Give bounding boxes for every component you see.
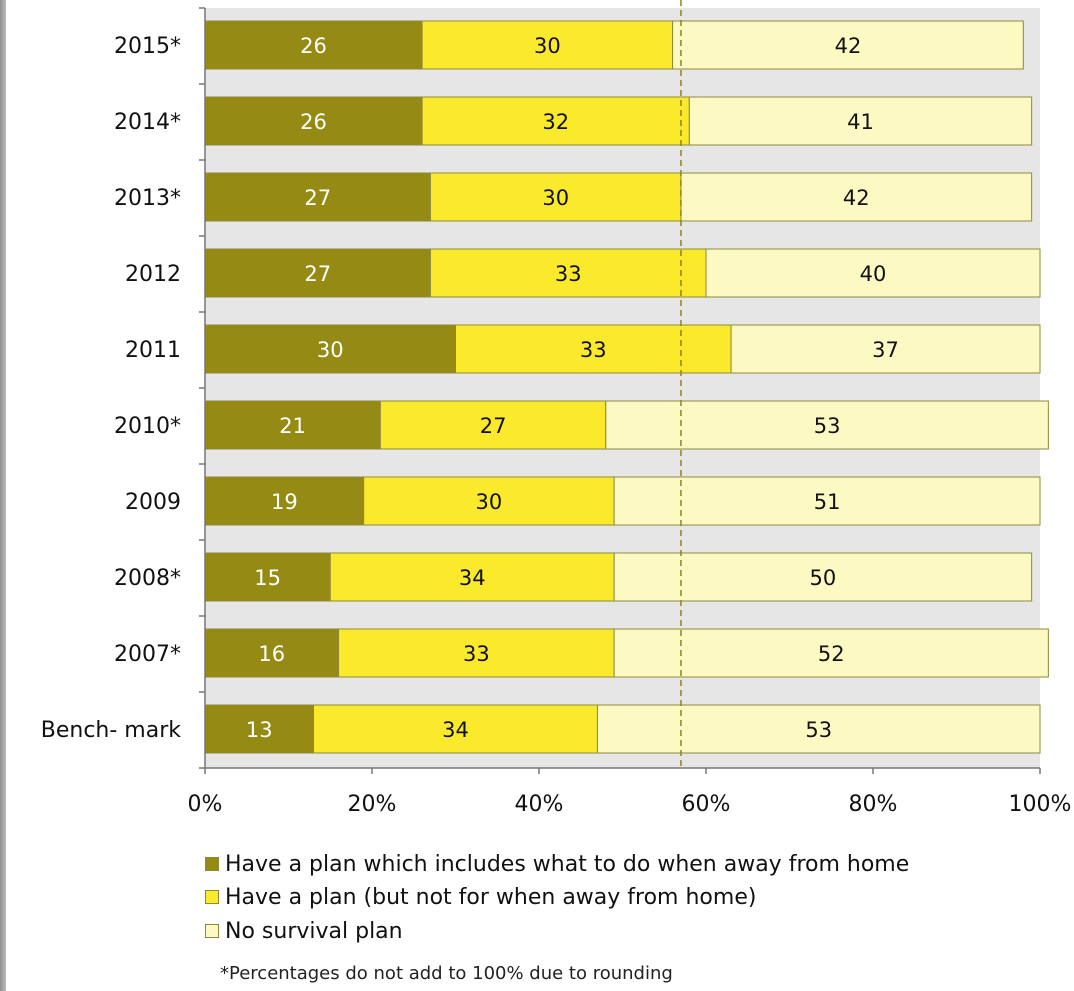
data-label: 52 bbox=[818, 642, 845, 666]
data-label: 33 bbox=[463, 642, 490, 666]
category-label: 2011 bbox=[125, 338, 181, 363]
x-tick-label: 20% bbox=[348, 792, 397, 817]
data-label: 42 bbox=[843, 186, 870, 210]
footnote: *Percentages do not add to 100% due to r… bbox=[220, 963, 673, 984]
bar-segment bbox=[363, 476, 615, 526]
category-label: 2010* bbox=[114, 414, 181, 439]
data-label: 33 bbox=[555, 262, 582, 286]
category-label: 2007* bbox=[114, 642, 181, 667]
data-label: 30 bbox=[534, 34, 561, 58]
data-label: 34 bbox=[442, 718, 469, 742]
bar-segment bbox=[672, 20, 1024, 70]
legend-swatch-plan-home bbox=[205, 890, 219, 904]
bar-segment bbox=[705, 248, 1041, 298]
category-label: 2015* bbox=[114, 34, 181, 59]
legend-swatch-plan-away bbox=[205, 857, 219, 871]
bar-segment bbox=[379, 400, 607, 450]
category-label: 2008* bbox=[114, 566, 181, 591]
bar-segment bbox=[613, 552, 1033, 602]
data-label: 53 bbox=[814, 414, 841, 438]
bar-segment bbox=[313, 704, 598, 754]
legend-label-plan-away: Have a plan which includes what to do wh… bbox=[225, 851, 910, 877]
bar-segment bbox=[613, 628, 1049, 678]
x-tick-label: 60% bbox=[682, 792, 731, 817]
data-label: 16 bbox=[258, 642, 285, 666]
bar-segment bbox=[338, 628, 615, 678]
bar-segment bbox=[455, 324, 732, 374]
legend-swatch-no-plan bbox=[205, 924, 219, 938]
data-label: 27 bbox=[304, 262, 331, 286]
category-label: Bench- mark bbox=[41, 718, 181, 743]
data-label: 42 bbox=[835, 34, 862, 58]
bar-segment bbox=[613, 476, 1041, 526]
category-label: 2014* bbox=[114, 110, 181, 135]
bar-segment bbox=[596, 704, 1041, 754]
data-label: 27 bbox=[304, 186, 331, 210]
bar-segment bbox=[429, 172, 682, 222]
data-label: 30 bbox=[317, 338, 344, 362]
page-edge-shadow bbox=[0, 0, 6, 991]
data-label: 30 bbox=[542, 186, 569, 210]
data-label: 37 bbox=[872, 338, 899, 362]
bar-segment bbox=[329, 552, 615, 602]
bar-segment bbox=[204, 20, 423, 70]
data-label: 26 bbox=[300, 34, 327, 58]
x-tick-label: 40% bbox=[515, 792, 564, 817]
data-label: 19 bbox=[271, 490, 298, 514]
data-label: 41 bbox=[847, 110, 874, 134]
data-label: 40 bbox=[860, 262, 887, 286]
data-label: 26 bbox=[300, 110, 327, 134]
data-label: 34 bbox=[459, 566, 486, 590]
legend-item-plan-away: Have a plan which includes what to do wh… bbox=[205, 851, 909, 877]
bar-segment bbox=[429, 248, 707, 298]
x-tick-label: 100% bbox=[1009, 792, 1072, 817]
data-label: 33 bbox=[580, 338, 607, 362]
legend-item-plan-home: Have a plan (but not for when away from … bbox=[205, 884, 756, 910]
bar-segment bbox=[204, 400, 381, 450]
bar-segment bbox=[204, 476, 365, 526]
data-label: 15 bbox=[254, 566, 281, 590]
legend-label-no-plan: No survival plan bbox=[225, 918, 403, 944]
bar-segment bbox=[605, 400, 1049, 450]
data-label: 50 bbox=[810, 566, 837, 590]
category-label: 2013* bbox=[114, 186, 181, 211]
category-label: 2009 bbox=[125, 490, 181, 515]
data-label: 21 bbox=[279, 414, 306, 438]
legend-item-no-plan: No survival plan bbox=[205, 918, 403, 944]
bar-segment bbox=[421, 96, 690, 146]
data-label: 51 bbox=[814, 490, 841, 514]
bar-segment bbox=[204, 324, 456, 374]
data-label: 30 bbox=[476, 490, 503, 514]
category-label: 2012 bbox=[125, 262, 181, 287]
data-label: 53 bbox=[805, 718, 832, 742]
bar-segment bbox=[730, 324, 1041, 374]
bar-segment bbox=[680, 172, 1033, 222]
bar-segment bbox=[688, 96, 1033, 146]
x-tick-label: 0% bbox=[188, 792, 223, 817]
bar-segment bbox=[204, 96, 423, 146]
data-label: 13 bbox=[246, 718, 273, 742]
x-tick-label: 80% bbox=[849, 792, 898, 817]
bar-segment bbox=[204, 552, 331, 602]
legend-label-plan-home: Have a plan (but not for when away from … bbox=[225, 884, 757, 910]
data-label: 32 bbox=[542, 110, 569, 134]
bar-segment bbox=[204, 172, 431, 222]
data-label: 27 bbox=[480, 414, 507, 438]
